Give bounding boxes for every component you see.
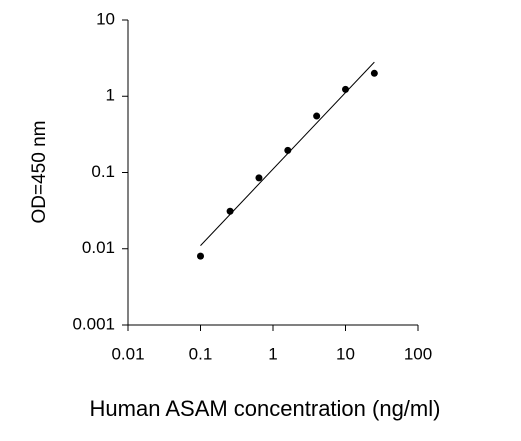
y-tick-label: 0.1: [91, 162, 115, 181]
y-tick-label: 0.001: [72, 314, 115, 333]
data-point: [226, 207, 234, 215]
data-point: [342, 85, 349, 93]
data-point: [284, 146, 292, 154]
y-tick-label: 0.01: [82, 238, 115, 257]
y-tick-label: 1: [106, 86, 115, 105]
data-point: [370, 69, 378, 77]
x-tick-label: 0.1: [189, 344, 213, 363]
y-axis-label: OD=450 nm: [29, 121, 50, 224]
data-point: [313, 112, 321, 120]
y-tick-label: 10: [96, 9, 115, 28]
x-tick-label: 10: [336, 344, 355, 363]
x-axis-label: Human ASAM concentration (ng/ml): [90, 396, 441, 421]
x-tick-label: 1: [268, 344, 277, 363]
data-point: [197, 252, 204, 260]
x-tick-label: 100: [404, 344, 432, 363]
x-tick-label: 0.01: [111, 344, 144, 363]
data-point: [255, 174, 263, 182]
